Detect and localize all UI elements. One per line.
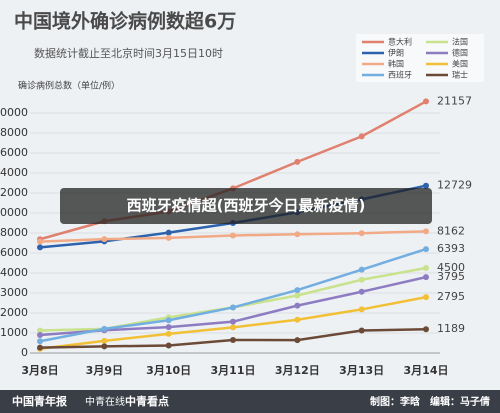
data-point <box>358 276 365 283</box>
data-point <box>358 327 365 334</box>
end-value-label: 21157 <box>437 94 472 107</box>
x-tick-label: 3月8日 <box>21 364 58 377</box>
y-tick-label: 14000 <box>0 166 28 179</box>
data-point <box>101 325 108 332</box>
legend-label: 美国 <box>452 59 468 69</box>
chart-subtitle: 数据统计截止至北京时间3月15日10时 <box>34 46 223 60</box>
legend-label: 意大利 <box>388 37 412 47</box>
data-point <box>230 304 236 311</box>
logo: 中青在线 <box>85 395 125 408</box>
data-point <box>294 158 301 165</box>
data-point <box>165 317 172 324</box>
end-value-label: 4500 <box>437 261 465 274</box>
x-tick-label: 3月11日 <box>211 364 256 377</box>
y-tick-label: 8000 <box>0 226 28 239</box>
data-point <box>423 294 429 301</box>
logo: 中青看点 <box>125 394 169 408</box>
data-point <box>165 324 172 331</box>
y-tick-label: 6000 <box>0 246 28 259</box>
data-point <box>37 244 43 251</box>
legend-label: 韩国 <box>388 59 404 69</box>
legend-label: 伊朗 <box>388 48 404 58</box>
y-tick-label: 2000 <box>0 306 28 319</box>
banner-text: 西班牙疫情超(西班牙今日最新疫情) <box>127 197 366 215</box>
end-value-label: 3795 <box>437 270 465 283</box>
data-point <box>101 337 108 344</box>
x-tick-label: 3月12日 <box>275 364 320 377</box>
data-point <box>358 266 365 273</box>
data-point <box>294 292 301 299</box>
data-point <box>165 330 172 337</box>
x-tick-label: 3月10日 <box>146 364 191 377</box>
data-point <box>423 274 429 281</box>
data-point <box>358 133 365 140</box>
data-point <box>37 338 43 345</box>
data-point <box>294 287 301 294</box>
end-value-label: 6393 <box>437 242 465 255</box>
y-axis-label: 确诊病例总数（单位/例） <box>18 80 120 92</box>
legend-label: 德国 <box>452 48 468 58</box>
banner-box <box>60 188 432 224</box>
data-point <box>165 229 172 236</box>
y-tick-label: 10000 <box>0 206 28 219</box>
end-value-label: 8162 <box>437 224 465 237</box>
data-point <box>37 327 43 334</box>
data-point <box>101 343 108 350</box>
legend-label: 法国 <box>452 37 468 47</box>
legend-label: 西班牙 <box>388 70 412 80</box>
y-tick-label: 4000 <box>0 266 28 279</box>
data-point <box>358 288 365 295</box>
data-point <box>423 228 429 235</box>
data-point <box>230 324 236 331</box>
end-value-label: 12729 <box>437 179 472 192</box>
data-point <box>165 342 172 349</box>
data-point <box>37 238 43 245</box>
legend-label: 瑞士 <box>452 70 468 80</box>
y-tick-label: 3000 <box>0 286 28 299</box>
credit: 制图：李晗 编辑：马子倩 <box>370 395 490 408</box>
data-point <box>230 336 236 343</box>
data-point <box>294 231 301 238</box>
data-point <box>423 326 429 333</box>
data-point <box>358 306 365 313</box>
data-point <box>294 316 301 323</box>
y-tick-label: 18000 <box>0 126 28 139</box>
data-point <box>37 331 43 338</box>
data-point <box>358 230 365 237</box>
x-tick-label: 3月14日 <box>404 364 449 377</box>
x-tick-label: 3月13日 <box>339 364 384 377</box>
footer-bar <box>0 390 500 413</box>
chart-title: 中国境外确诊病例数超6万 <box>14 10 236 33</box>
end-value-label: 1189 <box>437 322 465 335</box>
data-point <box>101 236 108 243</box>
data-point <box>294 302 301 309</box>
data-point <box>423 98 429 105</box>
data-point <box>423 246 429 253</box>
y-tick-label: 16000 <box>0 146 28 159</box>
y-tick-label: 20000 <box>0 106 28 119</box>
x-tick-label: 3月9日 <box>86 364 123 377</box>
data-point <box>37 344 43 351</box>
data-point <box>165 234 172 241</box>
y-tick-label: 1000 <box>0 326 28 339</box>
data-point <box>230 232 236 239</box>
logo: 中国青年报 <box>12 394 68 408</box>
end-value-label: 2795 <box>437 290 465 303</box>
y-tick-label: 0 <box>21 346 28 359</box>
data-point <box>423 265 429 271</box>
data-point <box>294 337 301 344</box>
y-tick-label: 12000 <box>0 186 28 199</box>
data-point <box>423 182 429 189</box>
data-point <box>230 318 236 325</box>
